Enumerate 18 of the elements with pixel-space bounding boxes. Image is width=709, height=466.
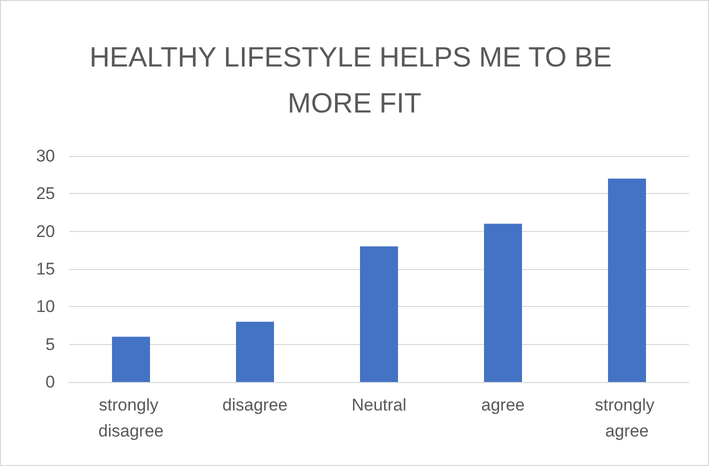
bar xyxy=(112,336,150,382)
bar xyxy=(484,224,522,382)
bar xyxy=(360,246,398,382)
x-tick-label: strongly agree xyxy=(594,396,660,440)
x-tick-label: disagree xyxy=(222,396,288,414)
y-tick-label: 5 xyxy=(46,334,55,354)
bar xyxy=(236,322,274,382)
x-tick-label: agree xyxy=(481,396,525,414)
x-tick-label: Neutral xyxy=(352,396,406,414)
y-tick-label: 0 xyxy=(46,372,55,392)
bar xyxy=(608,178,646,382)
x-tick-label: strongly disagree xyxy=(98,396,164,440)
y-tick-label: 25 xyxy=(36,184,55,204)
y-tick-label: 10 xyxy=(36,297,55,316)
chart-title: HEALTHY LIFESTYLE HELPS ME TO BE MORE FIT xyxy=(89,42,620,118)
y-tick-label: 20 xyxy=(36,222,55,241)
y-tick-label: 30 xyxy=(36,146,55,166)
y-tick-label: 15 xyxy=(36,260,55,278)
